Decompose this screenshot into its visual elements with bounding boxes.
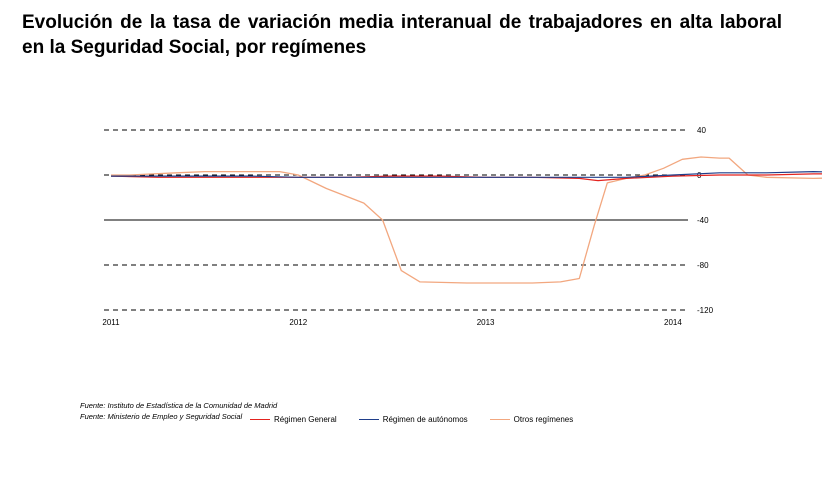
y-tick-label: -120 xyxy=(697,306,714,315)
legend-label-regimen-general: Régimen General xyxy=(274,415,337,424)
legend-item-regimen-autonomos: Régimen de autónomos xyxy=(358,415,468,424)
chart-title: Evolución de la tasa de variación media … xyxy=(22,12,782,58)
series-regimen-autonomos-line xyxy=(111,171,822,178)
x-tick-label: 2013 xyxy=(477,318,495,327)
legend-swatch-regimen-autonomos xyxy=(358,419,379,420)
x-tick-label: 2014 xyxy=(664,318,682,327)
source-note-1: Fuente: Instituto de Estadística de la C… xyxy=(80,401,278,410)
source-note-2: Fuente: Ministerio de Empleo y Seguridad… xyxy=(80,412,243,421)
legend-label-regimen-autonomos: Régimen de autónomos xyxy=(382,415,468,424)
x-tick-label: 2011 xyxy=(102,318,120,327)
legend-swatch-regimen-general xyxy=(250,419,270,420)
legend-item-otros-regimenes: Otros regímenes xyxy=(489,415,574,424)
legend-swatch-otros-regimenes xyxy=(489,419,510,420)
x-tick-label: 2012 xyxy=(289,318,307,327)
y-tick-label: 40 xyxy=(697,126,706,135)
legend: Régimen General Régimen de autónomos Otr… xyxy=(250,415,595,424)
legend-label-otros-regimenes: Otros regímenes xyxy=(513,415,574,424)
y-tick-label: -40 xyxy=(697,216,709,225)
legend-item-regimen-general: Régimen General xyxy=(250,415,337,424)
series-otros-regimenes-line xyxy=(111,156,822,284)
y-tick-label: -80 xyxy=(697,261,709,270)
